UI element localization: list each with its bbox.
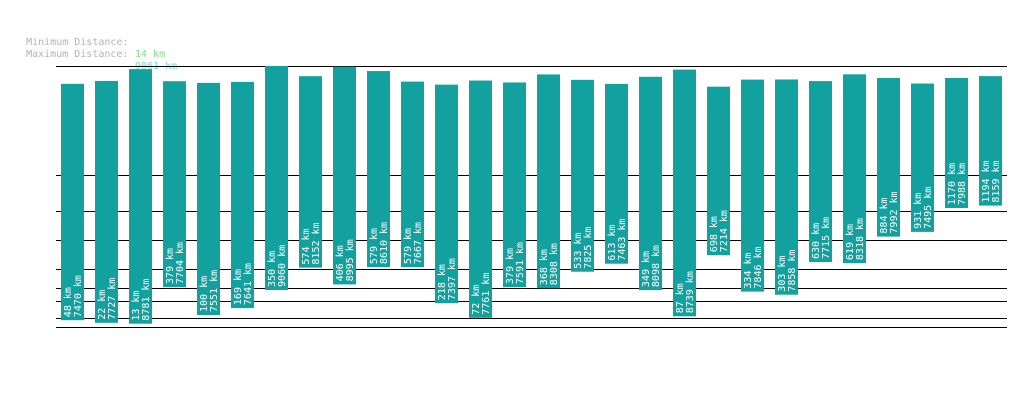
bar-27-max-label: 8159 km <box>991 160 1002 202</box>
bar-22-min-label: 630 km <box>811 223 822 259</box>
bar-3-max-label: 7704 km <box>175 242 186 284</box>
bar-20-max-label: 7846 km <box>753 246 764 288</box>
bar-13-min-label: 379 km <box>505 248 516 284</box>
bar-8-max-label: 8995 km <box>345 239 356 281</box>
bar-18-max-label: 8739 km <box>685 271 696 313</box>
bar-14 <box>537 74 560 289</box>
bar-15-min-label: 533 km <box>573 233 584 269</box>
bar-21-min-label: 303 km <box>777 256 788 292</box>
bar-9-max-label: 8610 km <box>379 222 390 264</box>
legend-max-label: Maximum Distance: <box>26 49 129 60</box>
bar-10-min-label: 579 km <box>403 228 414 264</box>
bar-23 <box>843 74 866 264</box>
bar-19-max-label: 7214 km <box>719 210 730 252</box>
bar-19 <box>707 86 730 256</box>
bar-5-max-label: 7641 km <box>243 263 254 305</box>
bar-19-min-label: 698 km <box>709 216 720 252</box>
bar-16-max-label: 7463 km <box>617 219 628 261</box>
bar-25-max-label: 7495 km <box>923 187 934 229</box>
bar-1-min-label: 22 km <box>97 290 108 320</box>
bar-18-min-label: 87 km <box>675 283 686 313</box>
bar-8-min-label: 406 km <box>335 245 346 281</box>
bar-6 <box>265 66 288 290</box>
bar-25-min-label: 931 km <box>913 193 924 229</box>
bar-12 <box>469 80 492 318</box>
bar-25 <box>911 83 934 232</box>
bar-11 <box>435 84 458 304</box>
bar-27-min-label: 1194 km <box>981 160 992 202</box>
bar-17-min-label: 349 km <box>641 251 652 287</box>
bar-20-min-label: 334 km <box>743 252 754 288</box>
bar-7 <box>299 76 322 268</box>
bar-3-min-label: 379 km <box>165 248 176 284</box>
bar-23-min-label: 619 km <box>845 224 856 260</box>
bar-12-min-label: 72 km <box>471 285 482 315</box>
bar-20 <box>741 79 764 292</box>
bar-22-max-label: 7715 km <box>821 217 832 259</box>
bar-26-min-label: 1170 km <box>947 163 958 205</box>
bar-11-min-label: 218 km <box>437 264 448 300</box>
bar-10 <box>401 81 424 268</box>
bar-15-max-label: 7825 km <box>583 227 594 269</box>
bar-0-min-label: 48 km <box>63 287 74 317</box>
bar-4-min-label: 100 km <box>199 276 210 312</box>
bar-15 <box>571 79 594 272</box>
bar-13-max-label: 7591 km <box>515 242 526 284</box>
bar-18 <box>673 69 696 317</box>
bar-9 <box>367 71 390 268</box>
bar-5 <box>231 81 254 309</box>
bar-24-min-label: 884 km <box>879 197 890 233</box>
bar-6-min-label: 350 km <box>267 251 278 287</box>
legend-min-value: 14 km <box>135 49 166 60</box>
bar-1-max-label: 7727 km <box>107 278 118 320</box>
bar-4 <box>197 82 220 315</box>
bar-27 <box>979 76 1002 206</box>
bar-17-max-label: 8098 km <box>651 245 662 287</box>
bar-8 <box>333 66 356 285</box>
bar-2-max-label: 8781 km <box>141 279 152 321</box>
bar-10-max-label: 7667 km <box>413 222 424 264</box>
bar-16-min-label: 613 km <box>607 225 618 261</box>
bar-14-max-label: 8308 km <box>549 243 560 285</box>
bar-7-min-label: 574 km <box>301 228 312 264</box>
bar-24-max-label: 7992 km <box>889 191 900 233</box>
bar-5-min-label: 169 km <box>233 269 244 305</box>
bar-2-min-label: 13 km <box>131 291 142 321</box>
bar-26 <box>945 78 968 208</box>
bar-21-max-label: 7858 km <box>787 250 798 292</box>
bar-22 <box>809 81 832 263</box>
bar-13 <box>503 82 526 288</box>
bar-12-max-label: 7761 km <box>481 273 492 315</box>
legend-min-label: Minimum Distance: <box>26 37 129 48</box>
legend-min-distance: Minimum Distance: 14 km <box>2 25 165 73</box>
bar-3 <box>163 81 186 288</box>
bar-23-max-label: 8318 km <box>855 218 866 260</box>
bar-1 <box>95 80 118 323</box>
bar-0 <box>61 83 84 321</box>
bar-7-max-label: 8152 km <box>311 222 322 264</box>
bar-17 <box>639 76 662 291</box>
bar-4-max-label: 7551 km <box>209 270 220 312</box>
bar-26-max-label: 7988 km <box>957 163 968 205</box>
bar-9-min-label: 579 km <box>369 228 380 264</box>
bar-6-max-label: 9060 km <box>277 245 288 287</box>
bar-24 <box>877 77 900 237</box>
bar-21 <box>775 79 798 295</box>
bar-0-max-label: 7470 km <box>73 275 84 317</box>
bar-14-min-label: 368 km <box>539 249 550 285</box>
bar-2 <box>129 69 152 324</box>
bar-16 <box>605 83 628 264</box>
bar-11-max-label: 7397 km <box>447 258 458 300</box>
